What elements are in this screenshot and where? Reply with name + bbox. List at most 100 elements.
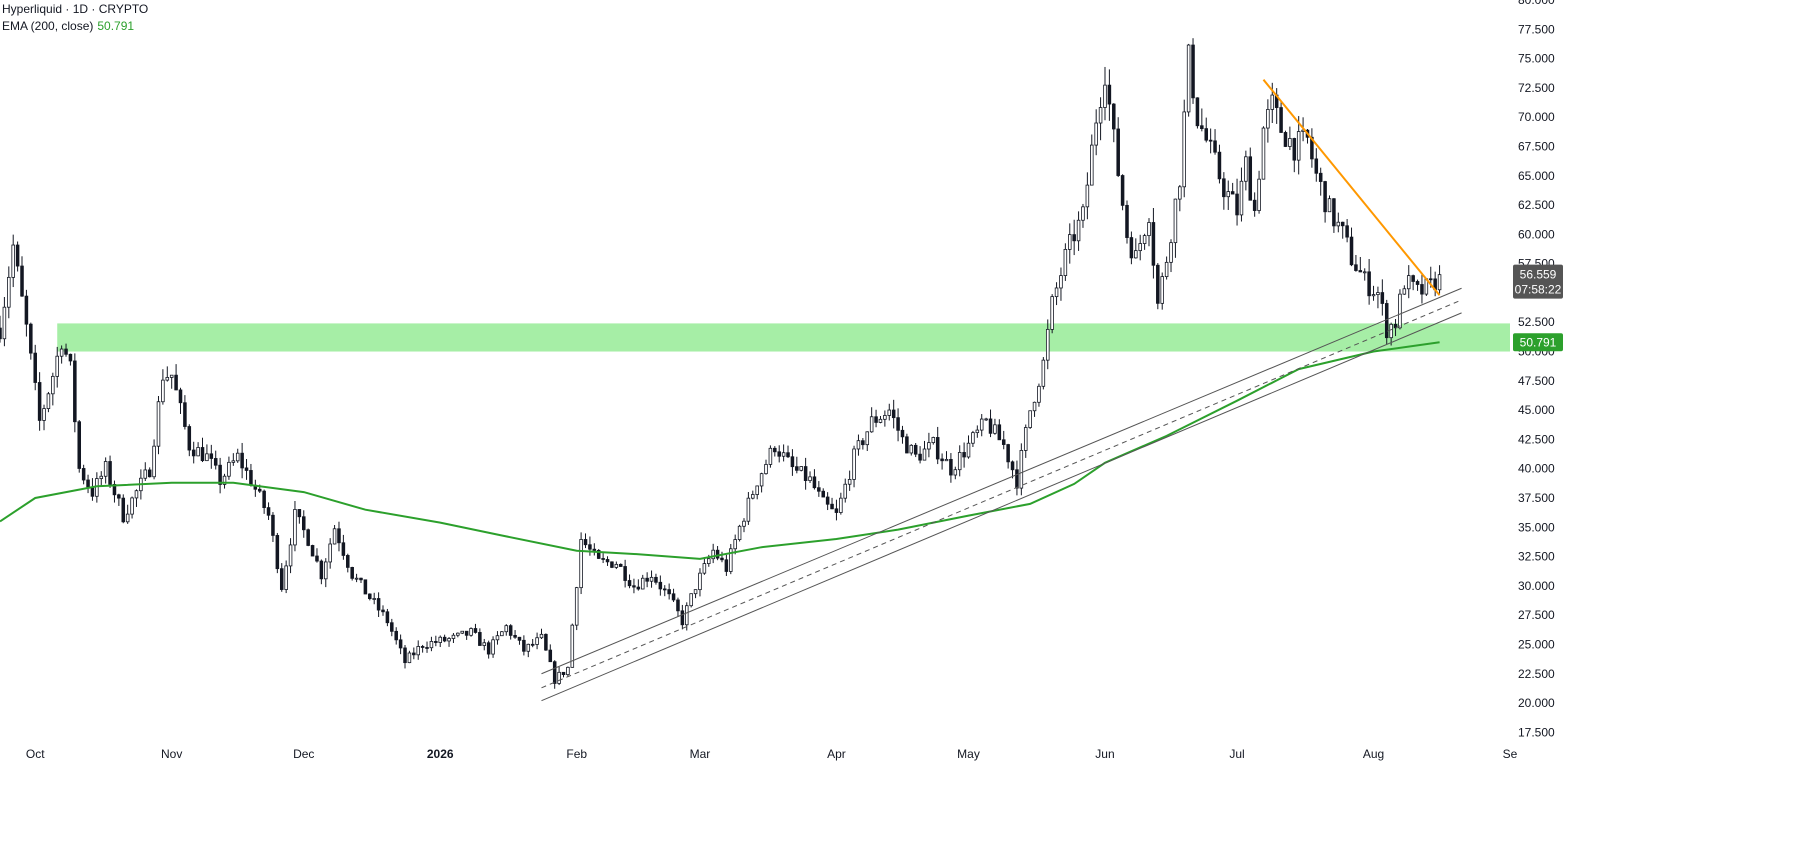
candle-body: [662, 588, 667, 591]
candle-body: [544, 633, 548, 651]
candle-body: [33, 352, 37, 383]
candle-body: [966, 442, 971, 458]
candle-body: [169, 374, 174, 378]
candle-body: [605, 559, 610, 563]
candle-body: [46, 393, 51, 409]
candle-body: [790, 456, 795, 468]
candle-body: [1059, 275, 1063, 289]
candle-body: [1354, 264, 1358, 271]
y-tick-label: 30.000: [1518, 579, 1555, 593]
candle-body: [447, 638, 451, 642]
candle-body: [165, 377, 170, 381]
candle-body: [227, 461, 231, 477]
candle-body: [949, 458, 953, 476]
symbol-title: Hyperliquid · 1D · CRYPTO: [2, 2, 149, 16]
x-tick-label: Aug: [1363, 747, 1384, 761]
candle-body: [390, 622, 394, 632]
candle-body: [11, 244, 15, 278]
candle-body: [1362, 271, 1367, 274]
candle-body: [773, 447, 777, 453]
candle-body: [671, 593, 676, 601]
indicator-name: EMA (200, close): [2, 19, 94, 33]
candle-body: [654, 576, 658, 583]
candle-body: [15, 244, 20, 267]
candle-body: [55, 355, 59, 377]
candle-body: [125, 513, 130, 523]
candle-body: [1310, 136, 1314, 160]
candle-body: [1173, 198, 1178, 244]
y-tick-label: 40.000: [1518, 462, 1555, 476]
y-tick-label: 72.500: [1518, 81, 1555, 95]
candle-body: [456, 632, 460, 636]
candle-body: [905, 436, 909, 454]
candle-body: [315, 555, 319, 562]
candle-body: [130, 497, 134, 515]
y-tick-label: 70.000: [1518, 110, 1555, 124]
candle-body: [922, 448, 927, 461]
candle-body: [561, 671, 566, 676]
candle-body: [403, 647, 407, 664]
candle-body: [583, 539, 588, 546]
indicator-row: EMA (200, close) 50.791: [2, 18, 148, 35]
candle-body: [821, 490, 826, 498]
candle-body: [1208, 139, 1213, 142]
candle-body: [1367, 271, 1371, 297]
candle-body: [1292, 138, 1297, 161]
candle-body: [1340, 221, 1345, 227]
channel-lower-line: [541, 312, 1462, 702]
candle-body: [1019, 450, 1024, 489]
candle-body: [1041, 359, 1046, 387]
candle-body: [1182, 111, 1186, 188]
candle-body: [1288, 138, 1292, 147]
candle-body: [927, 442, 931, 450]
candle-body: [557, 671, 561, 684]
x-tick-label: 2026: [427, 747, 454, 761]
candle-body: [73, 360, 77, 423]
candle-body: [570, 624, 575, 668]
candle-body: [1389, 323, 1393, 339]
ema-200-line: [0, 341, 1440, 560]
candle-body: [196, 447, 200, 457]
candle-body: [1054, 287, 1059, 298]
candle-body: [156, 401, 161, 447]
candle-body: [588, 544, 592, 550]
y-tick-label: 17.500: [1518, 725, 1555, 739]
candle-body: [108, 461, 112, 485]
candle-body: [1283, 132, 1288, 147]
y-tick-label: 22.500: [1518, 667, 1555, 681]
candle-body: [301, 516, 306, 531]
candle-body: [711, 549, 715, 560]
candle-body: [191, 449, 196, 457]
candle-body: [971, 432, 975, 444]
candle-body: [843, 483, 848, 499]
candle-body: [623, 566, 627, 581]
candle-body: [37, 382, 42, 421]
candle-body: [412, 652, 416, 656]
candle-body: [354, 577, 359, 580]
candle-body: [1050, 296, 1054, 330]
candle-body: [592, 548, 597, 551]
candle-body: [491, 639, 495, 655]
candle-body: [649, 576, 654, 582]
candle-body: [257, 488, 262, 492]
candle-body: [1186, 44, 1191, 113]
candle-body: [764, 464, 768, 475]
candle-body: [1112, 103, 1116, 130]
candle-body: [213, 458, 218, 466]
candle-body: [99, 475, 104, 479]
x-tick-label: Nov: [161, 747, 182, 761]
candle-body: [328, 543, 332, 563]
candle-body: [1217, 151, 1222, 180]
candle-body: [240, 452, 244, 469]
candle-body: [284, 565, 288, 590]
ema-price-tag: [1513, 333, 1563, 352]
candle-body: [143, 469, 148, 479]
candle-body: [434, 641, 438, 643]
candle-body: [702, 563, 707, 574]
candle-body: [235, 452, 240, 462]
candle-body: [51, 375, 55, 395]
countdown-label: 07:58:22: [1515, 283, 1562, 297]
candle-body: [381, 609, 385, 613]
candle-body: [724, 559, 729, 572]
